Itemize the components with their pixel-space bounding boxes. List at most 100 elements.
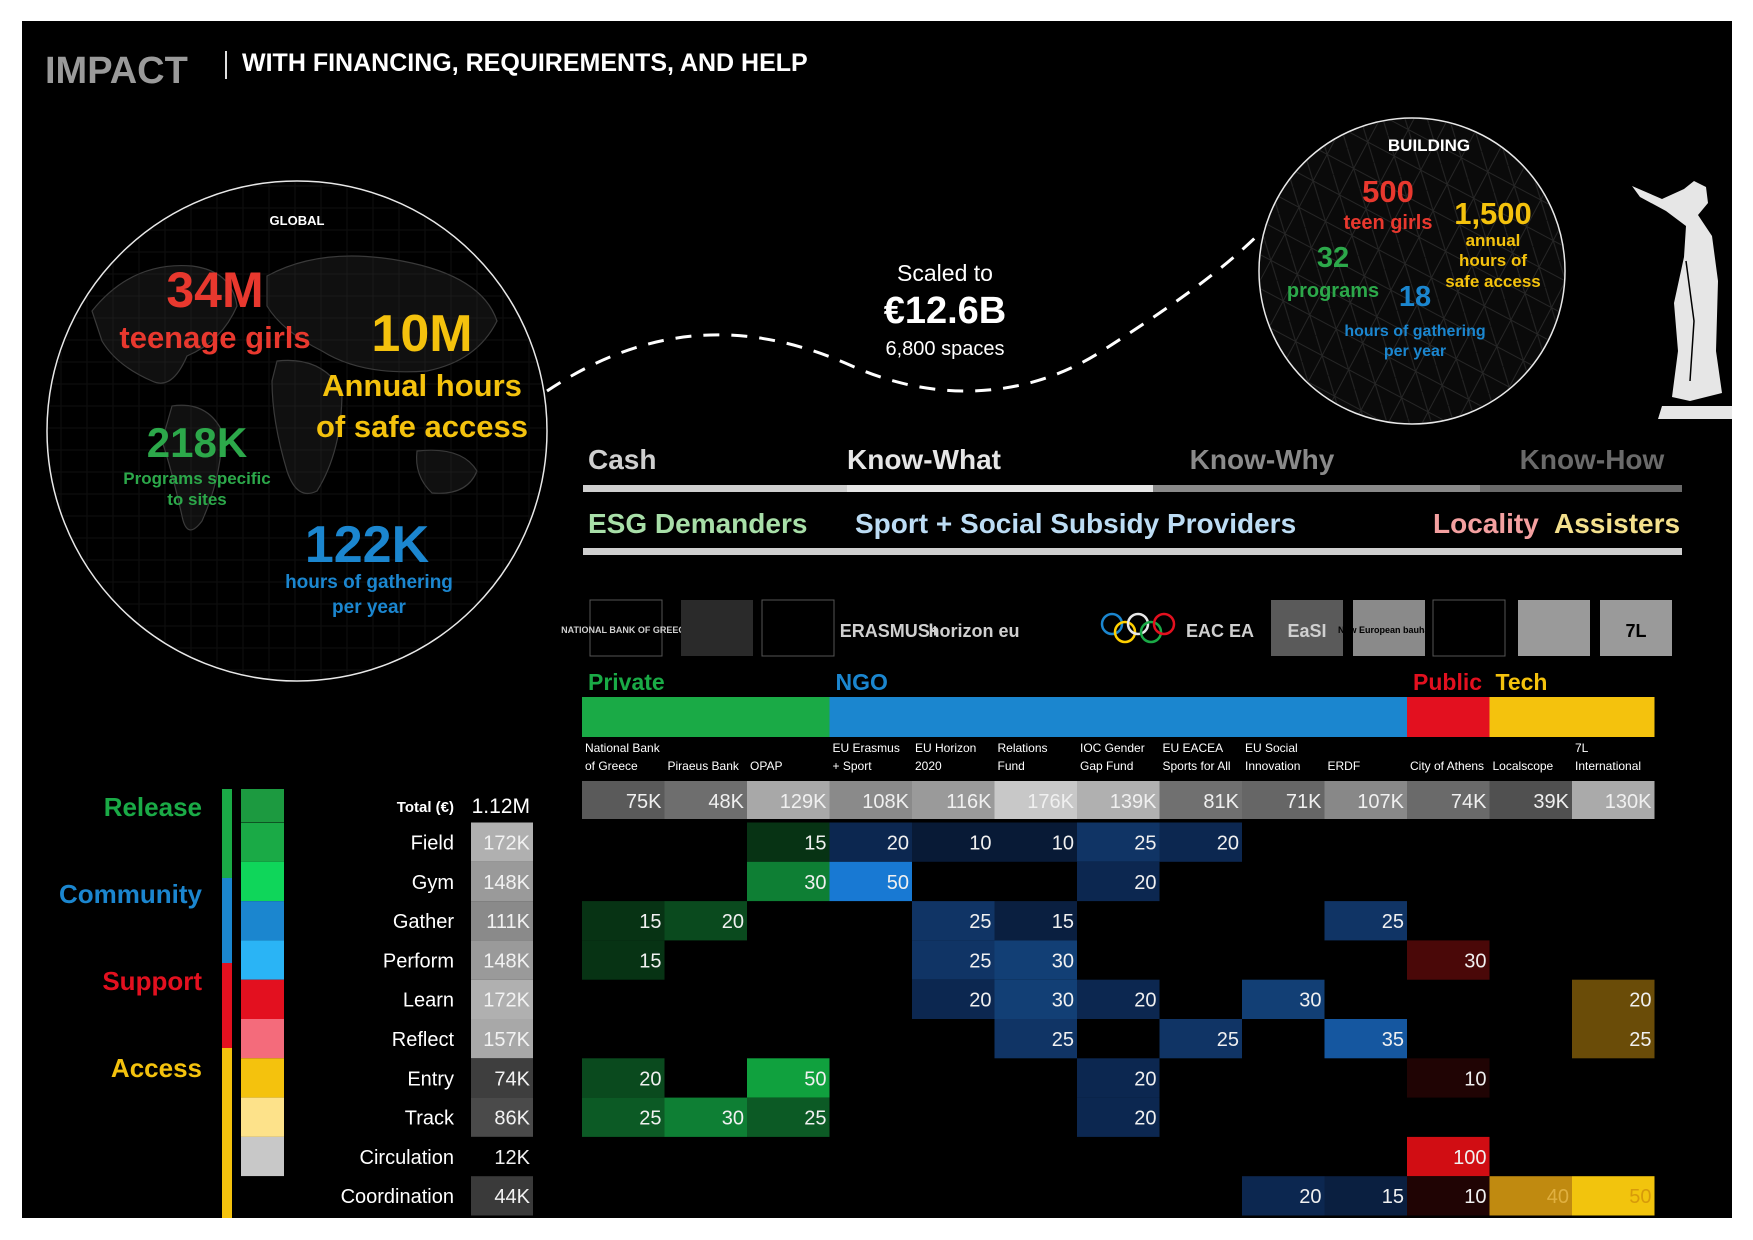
- heatmap-value-r8-c10: 100: [1453, 1147, 1486, 1169]
- column-header-0-line2: of Greece: [585, 759, 638, 773]
- heatmap-cell-r1-c3: [829, 861, 912, 902]
- column-header-0-line1: National Bank: [585, 741, 661, 755]
- row-total-cell-1: [471, 861, 533, 902]
- global-girls-value: 34M: [166, 262, 263, 318]
- heatmap-cell-r6-c2: [747, 1058, 830, 1098]
- dimension-label-3: Access: [111, 1053, 202, 1083]
- global-panel: GLOBAL 34M teenage girls 10M Annual hour…: [46, 180, 548, 682]
- column-total-cell-8: [1242, 781, 1325, 819]
- category-label-0: Cash: [588, 444, 656, 475]
- logo-text: ERASMUS+: [840, 621, 941, 641]
- row-label-9: Coordination: [341, 1186, 454, 1208]
- scaled-spaces: 6,800 spaces: [886, 338, 1005, 360]
- logo-icon: [938, 600, 1010, 656]
- heatmap-cell-r9-c12: [1572, 1176, 1655, 1216]
- heatmap-value-r9-c11: 40: [1547, 1186, 1569, 1208]
- row-total-cell-4: [471, 979, 533, 1019]
- global-label: GLOBAL: [270, 213, 325, 228]
- sector-label-0: Private: [588, 669, 665, 695]
- logo-icon: [1518, 600, 1590, 656]
- column-total-4: 116K: [946, 791, 992, 813]
- heatmap-value-r9-c8: 20: [1299, 1186, 1321, 1208]
- row-total-cell-9: [471, 1176, 533, 1216]
- funder-logo-12: 7L: [1600, 600, 1672, 656]
- row-total-3: 148K: [483, 950, 530, 972]
- stakeholder-label-3: Assisters: [1554, 508, 1680, 539]
- building-girls-value: 500: [1362, 174, 1414, 209]
- heatmap-cell-r7-c6: [1077, 1097, 1160, 1137]
- heatmap-cell-r0-c2: [747, 822, 830, 862]
- heatmap-cell-r2-c9: [1324, 901, 1407, 941]
- column-total-6: 139K: [1110, 791, 1157, 813]
- heatmap-value-r1-c6: 20: [1134, 872, 1156, 894]
- column-total-9: 107K: [1357, 791, 1404, 813]
- row-swatch-7: [241, 1097, 284, 1137]
- row-swatch-1: [241, 861, 284, 902]
- heatmap-value-r3-c5: 30: [1052, 950, 1074, 972]
- stakeholder-label-2: Locality: [1433, 508, 1539, 539]
- stakeholder-label-1: Sport + Social Subsidy Providers: [855, 508, 1296, 539]
- building-gathering-value: 18: [1399, 281, 1431, 313]
- dimension-bar-3: [222, 1048, 232, 1218]
- logo-icon: [1353, 600, 1425, 656]
- column-total-cell-1: [664, 781, 747, 819]
- heatmap-value-r7-c0: 25: [639, 1108, 661, 1130]
- category-label-1: Know-What: [847, 444, 1001, 475]
- row-total-6: 74K: [494, 1068, 530, 1090]
- row-label-8: Circulation: [360, 1147, 454, 1169]
- logo-text: horizon eu: [929, 621, 1020, 641]
- column-header-7-line2: Sports for All: [1163, 759, 1231, 773]
- row-swatch-0: [241, 822, 284, 862]
- building-girls-label: teen girls: [1344, 212, 1433, 234]
- column-header-8-line2: Innovation: [1245, 759, 1300, 773]
- column-total-cell-9: [1324, 781, 1407, 819]
- category-bar-3: [1480, 485, 1682, 492]
- row-total-cell-3: [471, 940, 533, 980]
- row-total-4: 172K: [483, 990, 530, 1012]
- row-total-0: 172K: [483, 833, 530, 855]
- heatmap-value-r7-c6: 20: [1134, 1108, 1156, 1130]
- logo-icon: [1432, 599, 1506, 657]
- heatmap-value-r6-c6: 20: [1134, 1068, 1156, 1090]
- heatmap-cell-r4-c8: [1242, 979, 1325, 1019]
- heatmap-cell-r6-c10: [1407, 1058, 1490, 1098]
- heatmap-value-r4-c6: 20: [1134, 990, 1156, 1012]
- heatmap-cell-r8-c10: [1407, 1136, 1490, 1177]
- column-total-1: 48K: [708, 791, 744, 813]
- dimension-bar-0: [222, 789, 232, 878]
- row-total-8: 12K: [494, 1147, 530, 1169]
- column-total-cell-5: [994, 781, 1077, 819]
- row-total-cell-8: [471, 1136, 533, 1177]
- heatmap-cell-r0-c7: [1159, 822, 1242, 862]
- row-total-1: 148K: [483, 872, 530, 894]
- logo-text: 7L: [1625, 621, 1646, 641]
- category-label-2: Know-Why: [1190, 444, 1335, 475]
- heatmap-cell-r3-c4: [912, 940, 995, 980]
- logo-icon: [1184, 600, 1256, 656]
- global-gathering-label-1: hours of gathering: [285, 572, 453, 593]
- heatmap-cell-r5-c9: [1324, 1019, 1407, 1059]
- logo-icon: [761, 599, 835, 657]
- building-panel: BUILDING 500 teen girls 1,500 annual hou…: [1258, 117, 1566, 425]
- funder-logo-1: [681, 600, 753, 656]
- heatmap-cell-r9-c9: [1324, 1176, 1407, 1216]
- funder-logo-2: [761, 599, 835, 657]
- heatmap-value-r5-c12: 25: [1629, 1029, 1651, 1051]
- column-header-4-line1: EU Horizon: [915, 741, 976, 755]
- column-total-cell-3: [829, 781, 912, 819]
- row-label-0: Field: [411, 833, 454, 855]
- heatmap-value-r9-c9: 15: [1382, 1186, 1404, 1208]
- global-programs-label-1: Programs specific: [123, 469, 270, 488]
- row-label-4: Learn: [403, 990, 454, 1012]
- row-total-cell-0: [471, 822, 533, 862]
- funder-logo-3: ERASMUS+: [840, 600, 941, 656]
- building-hours-label-2: hours of: [1459, 251, 1527, 270]
- column-header-9-line1: ERDF: [1328, 759, 1361, 773]
- dimension-label-0: Release: [104, 792, 202, 822]
- heatmap-value-r2-c9: 25: [1382, 911, 1404, 933]
- heatmap-cell-r4-c12: [1572, 979, 1655, 1019]
- scaled-value: €12.6B: [884, 290, 1007, 332]
- sector-bar-3: [1489, 697, 1655, 737]
- olympic-ring-1: [1113, 620, 1137, 644]
- global-hours-label-2: of safe access: [316, 409, 528, 444]
